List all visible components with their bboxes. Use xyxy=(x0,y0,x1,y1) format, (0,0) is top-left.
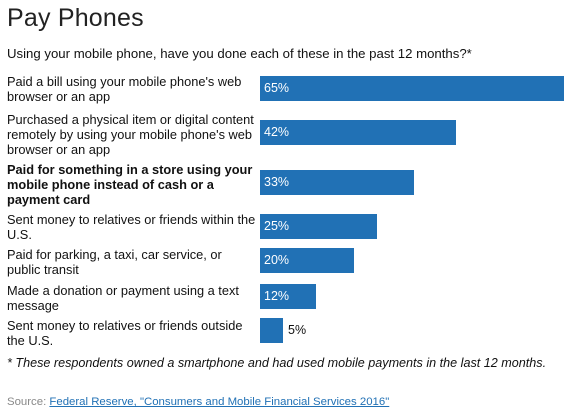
category-label: Sent money to relatives or friends withi… xyxy=(7,212,256,242)
chart-subtitle: Using your mobile phone, have you done e… xyxy=(7,46,472,61)
bar-chart: Paid a bill using your mobile phone's we… xyxy=(7,74,564,348)
category-label: Purchased a physical item or digital con… xyxy=(7,112,254,157)
source-link[interactable]: Federal Reserve, "Consumers and Mobile F… xyxy=(49,396,390,408)
value-label: 12% xyxy=(264,289,290,303)
bar xyxy=(260,214,377,239)
bar xyxy=(260,248,354,273)
bar xyxy=(260,284,316,309)
value-label: 20% xyxy=(264,253,290,267)
value-label: 42% xyxy=(264,125,290,139)
bar xyxy=(260,318,283,343)
category-label: Sent money to relatives or friends outsi… xyxy=(7,318,243,348)
value-label: 65% xyxy=(264,81,290,95)
category-label: Paid a bill using your mobile phone's we… xyxy=(7,74,242,104)
bar xyxy=(260,170,414,195)
category-label: Paid for something in a store using your… xyxy=(7,162,253,207)
category-label: Made a donation or payment using a text … xyxy=(7,283,239,313)
footnote: * These respondents owned a smartphone a… xyxy=(7,356,547,370)
bar xyxy=(260,76,564,101)
value-label: 25% xyxy=(264,219,290,233)
bar xyxy=(260,120,456,145)
source-line: Source: Federal Reserve, "Consumers and … xyxy=(7,396,389,408)
source-prefix: Source: xyxy=(7,396,50,408)
category-label: Paid for parking, a taxi, car service, o… xyxy=(7,247,222,277)
chart-title: Pay Phones xyxy=(7,4,144,32)
value-label: 5% xyxy=(288,323,307,337)
value-label: 33% xyxy=(264,175,290,189)
